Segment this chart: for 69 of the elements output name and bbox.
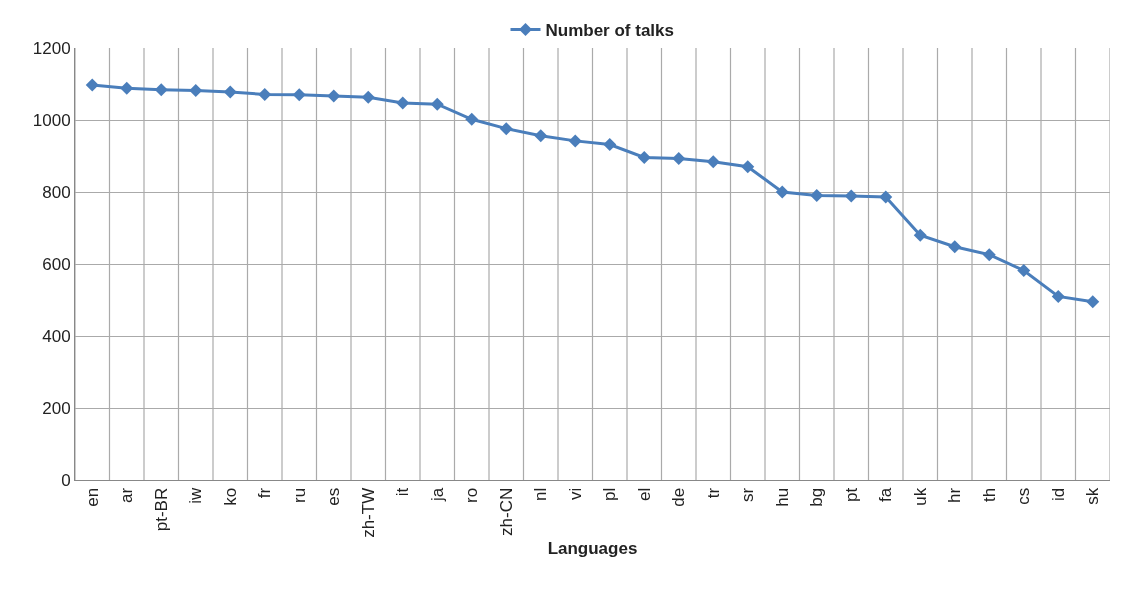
point (879, 190, 893, 204)
point (1086, 295, 1100, 309)
y-tick-label: 800 (42, 182, 71, 202)
x-tick-label: ja (427, 487, 447, 503)
x-tick-label: th (979, 487, 999, 502)
point (603, 137, 617, 151)
point (637, 150, 651, 164)
point (1017, 263, 1031, 277)
y-tick-label: 1000 (32, 110, 71, 130)
point (775, 185, 789, 199)
y-tick-label: 400 (42, 326, 71, 346)
point (568, 134, 582, 148)
point (1051, 289, 1065, 303)
point (223, 85, 237, 99)
x-tick-label: zh-TW (358, 487, 378, 538)
legend-label: Number of talks (545, 21, 674, 41)
point (706, 155, 720, 169)
x-tick-label: ar (117, 487, 137, 503)
x-tick-label: el (634, 487, 654, 502)
point (154, 83, 168, 97)
x-tick-label: de (669, 487, 689, 507)
point (189, 83, 203, 97)
x-tick-label: id (1048, 487, 1068, 502)
x-tick-label: tr (703, 487, 723, 499)
point (361, 90, 375, 104)
x-tick-label: vi (565, 487, 585, 501)
point (499, 122, 513, 136)
point (327, 89, 341, 103)
point (982, 248, 996, 262)
x-tick-label: sk (1083, 487, 1103, 505)
x-axis-title: Languages (547, 539, 638, 559)
x-tick-label: fa (876, 487, 896, 502)
point (672, 152, 686, 166)
x-tick-label: uk (910, 487, 930, 506)
point (844, 189, 858, 203)
x-tick-label: it (393, 487, 413, 497)
point (534, 129, 548, 143)
point (396, 96, 410, 110)
y-tick-label: 0 (61, 470, 71, 490)
x-tick-label: pt-BR (151, 487, 171, 532)
point (85, 78, 99, 92)
x-tick-label: es (324, 487, 344, 506)
x-tick-label: ro (462, 487, 482, 503)
point (258, 87, 272, 101)
y-tick-label: 1200 (32, 38, 71, 58)
point (465, 112, 479, 126)
y-tick-label: 200 (42, 398, 71, 418)
point (741, 160, 755, 174)
y-tick-label: 600 (42, 254, 71, 274)
x-tick-label: pt (841, 487, 861, 502)
point (292, 88, 306, 102)
x-tick-label: iw (186, 487, 206, 504)
x-tick-label: pl (600, 487, 620, 502)
x-tick-label: bg (807, 487, 827, 507)
x-tick-label: sr (738, 487, 758, 502)
x-tick-label: en (82, 487, 102, 507)
x-tick-label: hu (772, 487, 792, 507)
point (913, 228, 927, 242)
point (430, 97, 444, 111)
x-tick-label: ko (220, 487, 240, 506)
x-tick-label: ru (289, 487, 309, 503)
x-tick-label: cs (1014, 487, 1034, 505)
x-tick-label: hr (945, 487, 965, 503)
point (120, 81, 134, 95)
x-tick-label: fr (255, 487, 275, 499)
point (810, 189, 824, 203)
x-tick-label: nl (531, 487, 551, 502)
point (948, 240, 962, 254)
x-tick-label: zh-CN (496, 487, 516, 536)
